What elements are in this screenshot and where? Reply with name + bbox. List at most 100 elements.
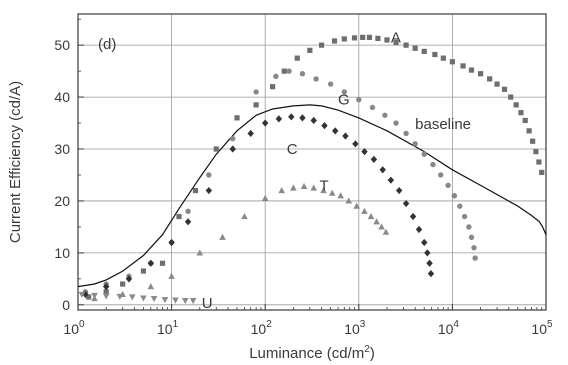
point-G — [430, 161, 436, 168]
point-A — [468, 67, 475, 73]
point-G — [468, 234, 475, 240]
point-A — [281, 68, 287, 74]
point-A — [539, 169, 545, 175]
x-tick-label: 104 — [438, 319, 460, 337]
point-A — [234, 115, 240, 121]
annotation-baseline: baseline — [415, 116, 471, 133]
point-A — [533, 149, 539, 155]
point-G — [472, 255, 478, 261]
point-C — [421, 238, 428, 247]
point-A — [176, 213, 182, 220]
point-A — [393, 39, 399, 46]
point-G — [393, 120, 399, 126]
point-C — [352, 140, 359, 148]
point-T — [278, 187, 285, 194]
point-T — [373, 218, 380, 225]
point-T — [353, 202, 361, 209]
point-A — [294, 55, 300, 61]
point-A — [253, 102, 259, 108]
point-C — [427, 270, 435, 278]
x-tick-label: 100 — [63, 319, 85, 337]
point-G — [327, 81, 334, 87]
data-markers — [78, 34, 545, 305]
point-G — [403, 130, 409, 137]
point-A — [522, 117, 528, 124]
point-C — [370, 155, 378, 164]
point-A — [536, 159, 542, 165]
point-A — [366, 34, 373, 40]
point-C — [184, 218, 192, 226]
point-A — [494, 81, 500, 87]
point-A — [351, 35, 358, 41]
point-A — [449, 59, 455, 65]
x-axis-title-tail: ) — [370, 345, 375, 362]
point-A — [318, 42, 325, 48]
point-G — [471, 244, 477, 251]
point-A — [159, 260, 166, 266]
point-U — [128, 294, 136, 301]
point-T — [219, 233, 226, 240]
point-T — [310, 184, 318, 191]
point-U — [181, 298, 189, 305]
point-A — [460, 63, 466, 69]
point-T — [320, 187, 327, 194]
x-tick-label: 105 — [531, 319, 553, 337]
point-C — [82, 290, 89, 299]
point-A — [213, 146, 219, 152]
point-A — [103, 289, 109, 295]
y-tick-label: 20 — [54, 193, 70, 209]
point-A — [508, 94, 514, 100]
point-G — [445, 182, 451, 189]
point-A — [192, 187, 199, 194]
point-G — [341, 89, 348, 95]
point-C — [168, 238, 175, 247]
point-G — [356, 96, 362, 103]
annotation-G: G — [338, 92, 350, 109]
point-C — [229, 145, 236, 153]
point-T — [196, 249, 204, 256]
point-C — [415, 225, 423, 234]
point-U — [91, 292, 98, 299]
point-G — [451, 193, 458, 199]
point-C — [262, 119, 269, 127]
point-U — [150, 295, 158, 303]
point-T — [290, 184, 297, 191]
point-C — [379, 166, 386, 174]
point-C — [387, 176, 395, 184]
point-C — [205, 186, 213, 195]
point-C — [288, 113, 295, 121]
point-A — [403, 42, 409, 48]
point-A — [501, 86, 508, 92]
point-A — [86, 294, 92, 300]
point-A — [440, 55, 446, 61]
point-T — [261, 194, 269, 201]
point-C — [247, 129, 254, 138]
x-axis-title: Luminance (cd/m2) — [249, 344, 375, 362]
point-T — [361, 207, 368, 214]
point-T — [300, 182, 308, 190]
point-U — [140, 295, 147, 302]
y-tick-label: 40 — [54, 89, 70, 105]
x-tick-label: 103 — [344, 319, 366, 337]
point-G — [466, 224, 472, 230]
point-C — [402, 199, 410, 208]
point-A — [526, 128, 532, 134]
baseline-layer — [77, 104, 547, 288]
axis-ticks — [77, 18, 547, 310]
point-T — [345, 197, 353, 204]
point-T — [241, 213, 248, 220]
point-G — [457, 203, 463, 209]
point-A — [477, 71, 484, 77]
point-A — [270, 84, 276, 90]
point-C — [275, 115, 283, 123]
series-line-baseline — [77, 104, 547, 288]
point-G — [185, 208, 191, 215]
y-tick-label: 10 — [54, 245, 70, 261]
point-T — [378, 223, 385, 230]
point-G — [313, 76, 319, 82]
point-A — [120, 281, 126, 287]
point-C — [147, 259, 155, 267]
point-U — [172, 297, 179, 304]
point-U — [102, 293, 110, 300]
